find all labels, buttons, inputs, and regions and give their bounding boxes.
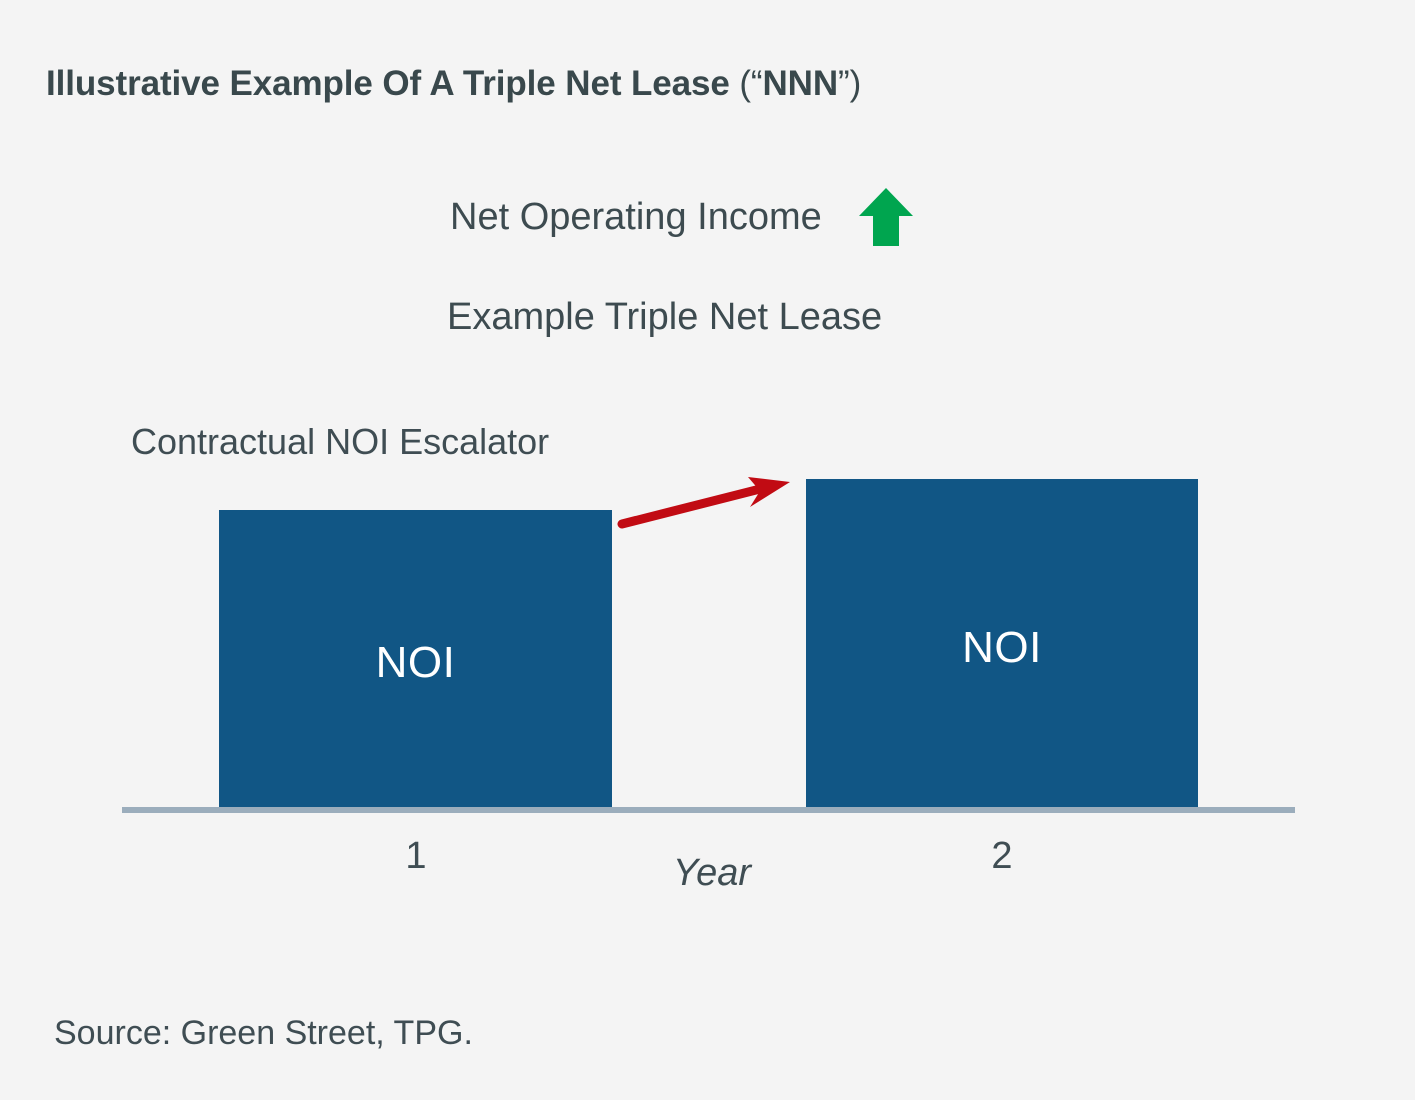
bar-year-1: NOI bbox=[219, 510, 612, 807]
series-legend-label: Net Operating Income bbox=[450, 195, 822, 238]
page-title-main: Illustrative Example Of A Triple Net Lea… bbox=[46, 64, 730, 103]
bar-label-year-2: NOI bbox=[962, 623, 1042, 672]
x-tick-label-2: 2 bbox=[991, 835, 1013, 877]
bar-label-year-1: NOI bbox=[375, 638, 456, 687]
page-title-paren-open: (“ bbox=[729, 64, 763, 103]
bar-year-2: NOI bbox=[806, 479, 1198, 807]
page-title-paren-close: ”) bbox=[838, 64, 862, 103]
up-arrow-icon bbox=[858, 186, 914, 248]
x-axis-baseline bbox=[122, 807, 1295, 813]
series-legend: Net Operating Income bbox=[450, 186, 914, 248]
source-note: Source: Green Street, TPG. bbox=[54, 1014, 473, 1052]
x-tick-label-1: 1 bbox=[405, 835, 427, 877]
annotation-label: Contractual NOI Escalator bbox=[131, 421, 550, 462]
page-title: Illustrative Example Of A Triple Net Lea… bbox=[46, 64, 861, 104]
page-title-acronym: NNN bbox=[762, 64, 839, 103]
chart-subtitle: Example Triple Net Lease bbox=[447, 296, 883, 338]
x-axis-title: Year bbox=[672, 852, 752, 894]
